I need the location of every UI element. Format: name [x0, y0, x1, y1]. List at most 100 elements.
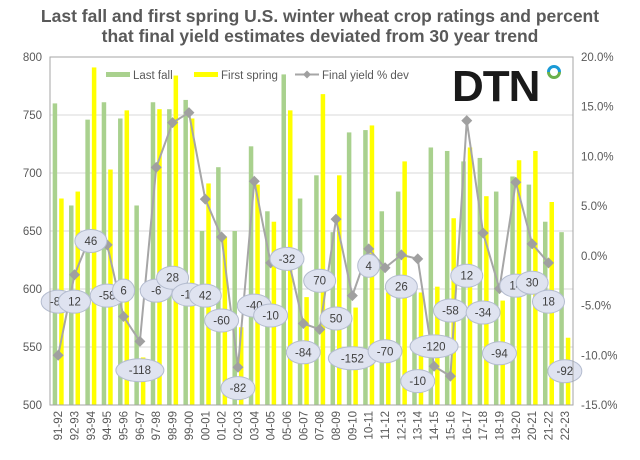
y-tick-label-right: -10.0%: [581, 350, 617, 362]
difference-bubbles: -821246-586-118-628-1642-60-82-40-10-32-…: [40, 228, 583, 401]
difference-bubble-label: 42: [199, 291, 212, 303]
y-tick-label-left: 500: [23, 400, 42, 412]
x-tick-label: 08-09: [331, 411, 343, 440]
yield-dev-marker: [150, 161, 162, 173]
yield-dev-marker: [216, 231, 228, 243]
difference-bubble-label: 28: [166, 273, 179, 285]
x-tick-label: 97-98: [151, 411, 163, 440]
difference-bubble-label: 50: [330, 313, 343, 325]
yield-dev-marker: [69, 269, 81, 281]
chart-title: Last fall and first spring U.S. winter w…: [0, 6, 640, 46]
x-tick-label: 99-00: [184, 411, 196, 440]
x-tick-label: 95-96: [119, 411, 131, 440]
difference-bubble-label: 18: [542, 297, 555, 309]
bar-last-fall: [559, 232, 564, 405]
yield-dev-marker: [199, 193, 211, 205]
yield-dev-marker: [297, 317, 309, 329]
bar-last-fall: [428, 147, 434, 406]
bar-last-fall: [379, 211, 385, 405]
difference-bubble: [303, 268, 337, 293]
difference-bubble: [481, 341, 517, 366]
y-tick-label-left: 650: [23, 226, 42, 238]
bar-last-fall: [118, 118, 123, 405]
y-tick-label-left: 600: [23, 284, 42, 296]
bar-last-fall: [150, 102, 156, 406]
difference-bubble: [220, 376, 256, 401]
x-tick-label: 05-06: [282, 411, 294, 440]
difference-bubble: [400, 369, 436, 394]
difference-bubble-label: -10: [262, 311, 279, 323]
y-tick-label-left: 700: [23, 168, 42, 180]
x-tick-label: 21-22: [543, 411, 555, 440]
legend-label: Last fall: [133, 70, 173, 82]
x-tick-label: 11-12: [380, 411, 392, 440]
difference-bubble-label: -60: [213, 315, 230, 327]
difference-bubble: [357, 253, 381, 278]
difference-bubble-label: -120: [423, 341, 446, 353]
difference-bubble: [409, 334, 459, 359]
dtn-logo: DTN: [452, 62, 561, 111]
difference-bubble-label: -82: [230, 383, 247, 395]
difference-bubble-label: 4: [366, 261, 373, 273]
difference-bubble: [188, 283, 222, 308]
legend-label: First spring: [221, 70, 278, 82]
yield-dev-marker: [542, 257, 554, 269]
y-tick-label-right: 15.0%: [581, 102, 614, 114]
yield-dev-marker: [232, 361, 244, 373]
legend-item-last-fall: Last fall: [106, 70, 173, 82]
x-tick-label: 13-14: [413, 410, 425, 440]
bar-last-fall: [526, 184, 532, 405]
yield-dev-marker: [461, 115, 473, 127]
x-tick-label: 19-20: [511, 411, 523, 440]
yield-dev-marker: [52, 349, 64, 361]
yield-dev-marker: [510, 176, 522, 188]
yield-dev-marker: [134, 335, 146, 347]
x-tick-label: 15-16: [445, 411, 457, 440]
difference-bubble-label: -84: [295, 347, 312, 359]
x-tick-label: 10-11: [364, 411, 376, 440]
plot-area-border: [49, 56, 574, 406]
difference-bubble: [450, 263, 484, 288]
logo-ring-icon: [547, 65, 561, 79]
difference-bubble-label: -118: [129, 365, 151, 377]
difference-bubble: [58, 289, 92, 314]
bar-last-fall: [444, 150, 450, 405]
logo-ring-top: [547, 65, 561, 73]
x-tick-label: 93-94: [86, 410, 98, 440]
bar-last-fall: [216, 167, 221, 405]
difference-bubble-label: -6: [151, 286, 161, 298]
x-tick-label: 07-08: [315, 411, 327, 440]
x-tick-label: 92-93: [70, 411, 82, 440]
difference-bubble-label: 30: [526, 278, 539, 290]
difference-bubble: [319, 306, 353, 331]
yield-dev-marker: [183, 107, 195, 119]
yield-dev-marker: [118, 311, 130, 323]
difference-bubble: [112, 278, 136, 303]
x-tick-label: 96-97: [135, 411, 147, 440]
difference-bubble: [367, 339, 403, 364]
y-tick-label-left: 750: [23, 110, 42, 122]
difference-bubble: [156, 265, 190, 290]
chart-title-line-2: that final yield estimates deviated from…: [101, 26, 539, 46]
bar-last-fall: [297, 198, 303, 405]
x-tick-label: 01-02: [217, 411, 229, 440]
bar-last-fall: [167, 109, 172, 405]
bar-last-fall: [101, 102, 107, 406]
bar-last-fall: [134, 205, 139, 405]
difference-bubble: [515, 270, 549, 295]
difference-bubble-label: -58: [442, 306, 459, 318]
difference-bubble-label: 46: [84, 236, 97, 248]
yield-dev-marker: [363, 243, 375, 255]
yield-dev-marker: [346, 290, 358, 302]
bar-first-spring: [189, 118, 195, 405]
x-tick-label: 20-21: [527, 411, 539, 440]
bar-last-fall: [346, 132, 352, 405]
difference-bubble: [531, 289, 565, 314]
bar-last-fall: [183, 99, 188, 406]
bar-last-fall: [493, 191, 499, 405]
yield-dev-polyline: [57, 111, 550, 378]
difference-bubble: [285, 340, 321, 365]
yield-dev-marker: [477, 227, 489, 239]
difference-bubble-label: 26: [395, 282, 408, 294]
